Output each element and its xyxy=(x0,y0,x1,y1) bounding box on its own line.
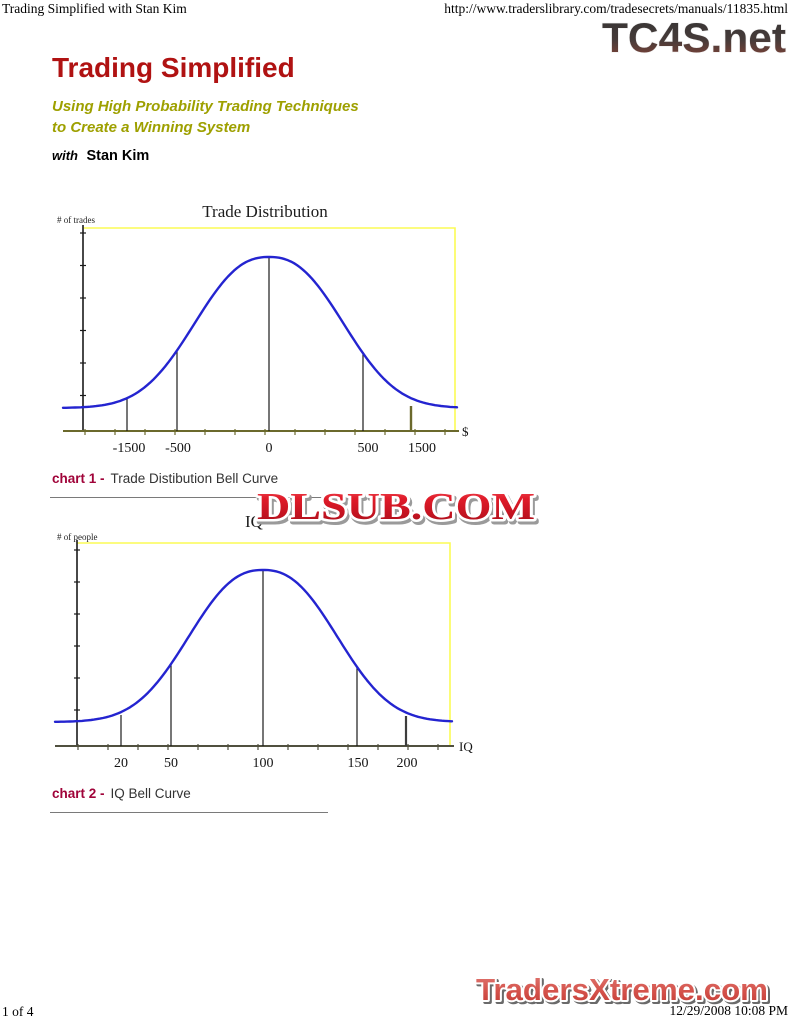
doc-subtitle: Using High Probability Trading Technique… xyxy=(52,96,359,138)
print-header-title: Trading Simplified with Stan Kim xyxy=(2,1,187,16)
svg-text:150: 150 xyxy=(348,756,369,771)
chart-2-plot: 20 50 100 150 200 IQ xyxy=(53,540,473,771)
svg-text:20: 20 xyxy=(114,756,128,771)
chart-1-caption-text: Trade Distibution Bell Curve xyxy=(110,471,279,486)
svg-text:-500: -500 xyxy=(165,441,191,456)
chart-1-caption: chart 1 - Trade Distibution Bell Curve xyxy=(52,471,278,486)
byline-author: Stan Kim xyxy=(86,148,150,164)
tc4s-watermark-logo: TC4S.net xyxy=(601,13,786,61)
tc4s-logo-text: TC4S.net xyxy=(602,14,786,61)
chart-1-title: Trade Distribution xyxy=(202,202,328,221)
svg-text:$: $ xyxy=(462,424,469,439)
svg-text:100: 100 xyxy=(253,756,274,771)
divider-rule-2 xyxy=(50,812,328,813)
byline-prefix: with xyxy=(52,148,78,163)
chart-2-caption: chart 2 - IQ Bell Curve xyxy=(52,786,191,801)
tradersxtreme-watermark-logo: TradersXtreme.com xyxy=(474,970,770,1009)
svg-text:-1500: -1500 xyxy=(113,441,146,456)
dlsub-logo-text: DLSUB.COM xyxy=(257,486,535,528)
doc-subtitle-line1: Using High Probability Trading Technique… xyxy=(52,98,359,115)
page-title: Trading Simplified xyxy=(52,52,295,83)
svg-text:0: 0 xyxy=(266,441,273,456)
chart-1-ylabel: # of trades xyxy=(57,215,95,225)
chart-2-title: IQ xyxy=(245,512,263,531)
svg-text:IQ: IQ xyxy=(459,739,473,754)
chart-2: 20 50 100 150 200 IQ IQ # of people xyxy=(53,510,475,772)
svg-text:1500: 1500 xyxy=(408,441,436,456)
footer-page-number: 1 of 4 xyxy=(2,1004,34,1019)
chart-1: -1500 -500 0 500 1500 $ Trade Distribution # … xyxy=(55,200,475,462)
tradersxtreme-logo-text: TradersXtreme.com xyxy=(476,972,768,1007)
doc-subtitle-line2: to Create a Winning System xyxy=(52,119,251,136)
chart-2-caption-label: chart 2 - xyxy=(52,786,105,801)
byline: with Stan Kim xyxy=(52,147,149,165)
svg-text:50: 50 xyxy=(164,756,178,771)
svg-text:200: 200 xyxy=(397,756,418,771)
dlsub-watermark-logo: DLSUB.COM xyxy=(255,484,538,531)
chart-1-plot: -1500 -500 0 500 1500 $ xyxy=(61,225,469,456)
chart-2-caption-text: IQ Bell Curve xyxy=(110,786,191,801)
chart-1-caption-label: chart 1 - xyxy=(52,471,105,486)
print-header-url: http://www.traderslibrary.com/tradesecre… xyxy=(444,1,788,16)
footer-datetime: 12/29/2008 10:08 PM xyxy=(669,1003,788,1018)
divider-rule-1 xyxy=(50,497,326,498)
svg-text:500: 500 xyxy=(358,441,379,456)
chart-2-ylabel: # of people xyxy=(57,532,98,542)
